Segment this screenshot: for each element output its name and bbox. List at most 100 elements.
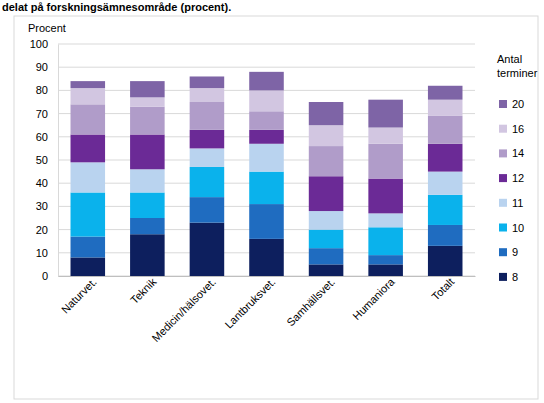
series: [71, 130, 463, 214]
tick-label: Samhällsvet.: [284, 276, 337, 329]
legend-swatch: [499, 149, 507, 157]
bar-segment: [368, 213, 403, 227]
bar-segment: [190, 130, 225, 149]
bar-segment: [249, 239, 284, 276]
tick-label: 20: [36, 224, 48, 236]
bar-segment: [309, 125, 344, 146]
bar-segment: [130, 134, 165, 169]
bar-segment: [190, 76, 225, 88]
tick: 60: [36, 131, 58, 143]
bar-segment: [368, 179, 403, 214]
legend-label: 16: [512, 123, 524, 135]
x-axis: Naturvet.TeknikMedicin/hälsovet.Lantbruk…: [59, 275, 476, 344]
bar-segment: [249, 172, 284, 204]
tick: Humaniora: [350, 275, 397, 322]
tick-label: 100: [30, 38, 48, 50]
legend-label: 12: [512, 172, 524, 184]
bar-segment: [249, 90, 284, 111]
bar-segment: [428, 246, 463, 276]
bar-segment: [368, 100, 403, 128]
bar-segment: [71, 104, 106, 134]
tick: 30: [36, 200, 58, 212]
bar-segment: [190, 223, 225, 276]
bar-segment: [428, 172, 463, 195]
bar-segment: [428, 195, 463, 225]
legend-swatch: [499, 273, 507, 281]
tick: 90: [36, 61, 58, 73]
bar-segment: [71, 81, 106, 88]
tick-label: Lantbruksvet.: [222, 276, 277, 331]
bar-segment: [368, 264, 403, 276]
bar-segment: [130, 234, 165, 276]
tick: 70: [36, 108, 58, 120]
grid-line: [58, 44, 475, 45]
tick-label: 60: [36, 131, 48, 143]
chart: delat på forskningsämnesområde (procent)…: [0, 0, 544, 403]
bar-segment: [71, 192, 106, 236]
bar-segment: [428, 116, 463, 144]
bar-segment: [190, 102, 225, 130]
tick: 80: [36, 84, 58, 96]
bar-segment: [249, 72, 284, 91]
tick-label: Humaniora: [350, 275, 397, 322]
legend-title: Antalterminer: [497, 53, 538, 79]
bar-segment: [130, 192, 165, 218]
series: [71, 197, 463, 264]
tick-label: 50: [36, 154, 48, 166]
bar-segment: [130, 169, 165, 192]
legend-label: 9: [512, 246, 518, 258]
bar-segment: [309, 230, 344, 249]
bar-segment: [249, 111, 284, 130]
bar-segment: [428, 144, 463, 172]
bar-segment: [309, 264, 344, 276]
series: [71, 167, 463, 255]
legend-label: 10: [512, 222, 524, 234]
legend-label: 20: [512, 98, 524, 110]
bar-segment: [309, 211, 344, 230]
tick-label: 30: [36, 200, 48, 212]
tick-label: Totalt: [429, 276, 456, 303]
bar-segment: [309, 248, 344, 264]
tick: Totalt: [429, 276, 456, 303]
bars: [71, 72, 463, 276]
y-axis-line: [58, 45, 59, 277]
bar-segment: [71, 237, 106, 258]
bar-segment: [190, 167, 225, 197]
bar-segment: [428, 86, 463, 100]
legend-swatch: [499, 174, 507, 182]
tick-label: 70: [36, 108, 48, 120]
y-axis: 0102030405060708090100: [30, 38, 59, 282]
legend-swatch: [499, 100, 507, 108]
tick: 20: [36, 224, 58, 236]
bar-segment: [71, 162, 106, 192]
bar-segment: [428, 225, 463, 246]
y-axis-title: Procent: [28, 22, 66, 34]
bar-segment: [190, 148, 225, 167]
tick: Samhällsvet.: [284, 276, 337, 329]
tick: Naturvet.: [59, 276, 99, 316]
bar-segment: [428, 100, 463, 116]
bar-segment: [71, 88, 106, 104]
series: [71, 88, 463, 146]
tick-label: 0: [42, 270, 48, 282]
title: delat på forskningsämnesområde (procent)…: [2, 1, 231, 13]
bar-segment: [309, 146, 344, 176]
bar-segment: [249, 144, 284, 172]
bar-segment: [71, 257, 106, 276]
tick: Lantbruksvet.: [222, 276, 277, 331]
legend-swatch: [499, 125, 507, 133]
bar-segment: [368, 255, 403, 264]
bar-segment: [309, 176, 344, 211]
chart-frame: [14, 16, 538, 399]
tick-label: Naturvet.: [59, 276, 99, 316]
tick: 100: [30, 38, 58, 50]
bar-segment: [309, 102, 344, 125]
grid-line: [58, 67, 475, 68]
legend: Antalterminer20161412111098: [497, 53, 538, 283]
bar-segment: [190, 88, 225, 102]
legend-label: 11: [512, 197, 523, 209]
tick: 10: [36, 247, 58, 259]
series: [71, 102, 463, 179]
tick-label: Medicin/hälsovet.: [149, 276, 218, 345]
bar-segment: [190, 197, 225, 223]
